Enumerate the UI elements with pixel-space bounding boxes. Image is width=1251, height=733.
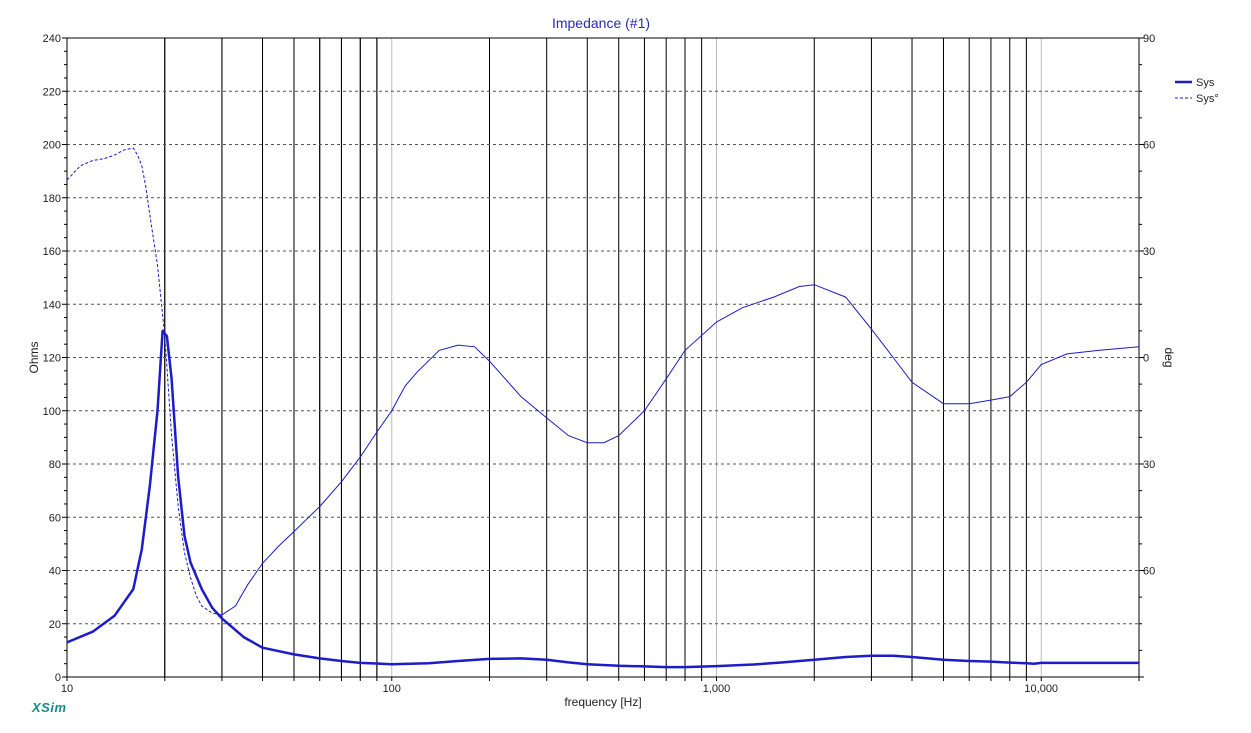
legend-label: Sys	[1196, 77, 1215, 89]
y-left-tick-label: 100	[43, 406, 61, 418]
y-right-axis-label: deg	[1162, 347, 1176, 367]
y-left-tick-label: 160	[43, 246, 61, 258]
x-tick-label: 10,000	[1024, 683, 1058, 695]
y-left-tick-label: 120	[43, 353, 61, 365]
y-left-tick-label: 40	[49, 566, 61, 578]
y-left-tick-label: 220	[43, 86, 61, 98]
y-left-tick-label: 240	[43, 33, 61, 45]
series-line-sys	[66, 329, 1139, 669]
y-left-tick-label: 20	[49, 619, 61, 631]
x-tick-label: 1,000	[703, 683, 731, 695]
chart-title: Impedance (#1)	[551, 15, 651, 31]
y-right-tick-label: 30	[1143, 459, 1155, 471]
y-left-tick-label: 0	[55, 672, 61, 684]
y-left-axis-label: Ohms	[27, 341, 41, 373]
y-left-tick-label: 60	[49, 512, 61, 524]
legend: Sys Sys°	[1175, 77, 1219, 105]
y-left-tick-label: 200	[43, 140, 61, 152]
grid-layer	[66, 37, 1140, 677]
y-right-tick-label: 60	[1143, 566, 1155, 578]
y-right-tick-label: 60	[1143, 140, 1155, 152]
axis-layer: 0 20 40 60 80 100 120 140 160 180 200 220 240 90 60 30 0…	[27, 33, 1176, 709]
series-line-phase-dashed	[66, 147, 222, 616]
x-axis-label: frequency [Hz]	[564, 695, 641, 709]
y-right-tick-label: 90	[1143, 33, 1155, 45]
x-tick-label: 100	[383, 683, 401, 695]
series-line-phase	[221, 284, 1140, 616]
y-left-tick-label: 140	[43, 299, 61, 311]
y-left-tick-label: 180	[43, 193, 61, 205]
xsim-logo: XSim	[32, 700, 67, 715]
x-tick-label: 10	[61, 683, 73, 695]
legend-label: Sys°	[1196, 93, 1219, 105]
y-left-tick-label: 80	[49, 459, 61, 471]
y-right-tick-label: 0	[1143, 353, 1149, 365]
series-layer	[66, 147, 1140, 669]
y-right-tick-label: 30	[1143, 246, 1155, 258]
